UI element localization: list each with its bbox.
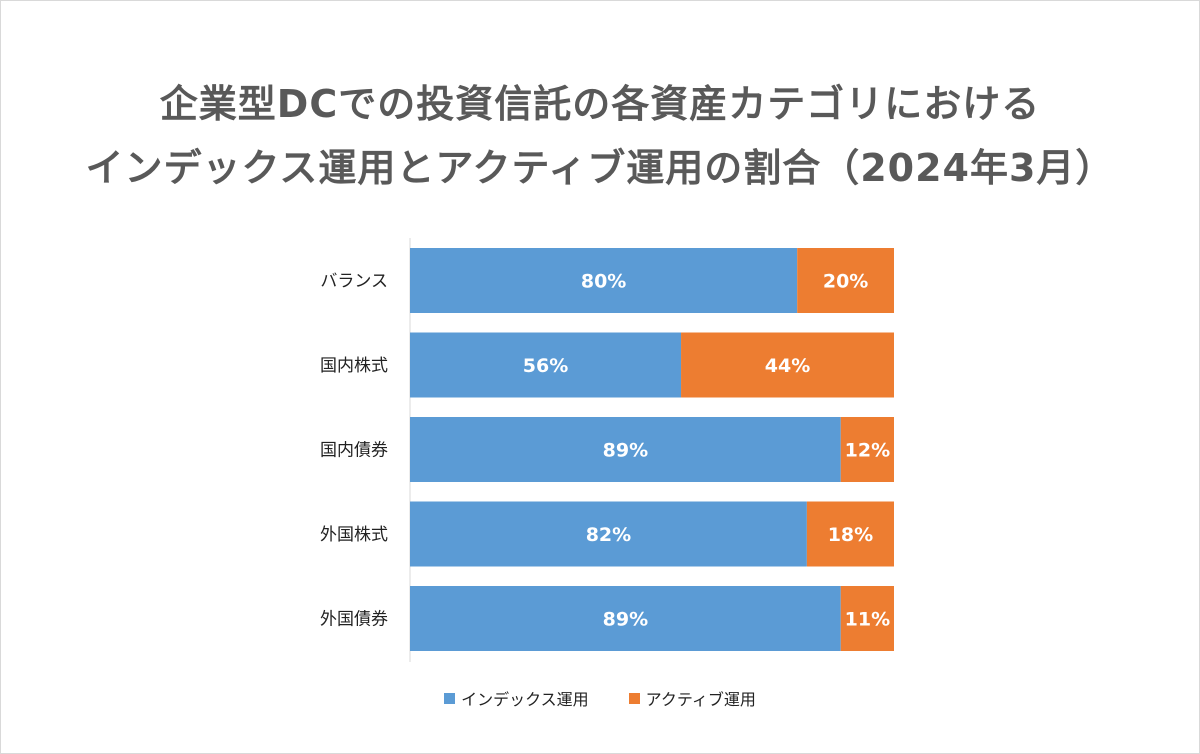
bar-segment-active xyxy=(806,501,894,567)
bar-segment-index xyxy=(410,586,841,651)
data-label: 89% xyxy=(603,609,648,631)
legend-label-active: アクティブ運用 xyxy=(645,690,756,709)
data-label: 80% xyxy=(581,271,626,293)
bar-segment-index xyxy=(410,248,798,313)
data-label: 56% xyxy=(523,355,568,377)
bar-segment-active xyxy=(840,417,894,482)
legend-item-active: アクティブ運用 xyxy=(628,686,756,710)
data-label: 89% xyxy=(603,440,648,462)
data-label: 11% xyxy=(845,609,890,631)
bar-segment-index xyxy=(410,332,682,398)
title-line-1: 企業型DCでの投資信託の各資産カテゴリにおける xyxy=(159,82,1041,126)
title-line-2: インデックス運用とアクティブ運用の割合（2024年3月） xyxy=(85,146,1115,190)
data-label: 82% xyxy=(586,524,631,546)
legend-item-index: インデックス運用 xyxy=(444,686,589,710)
category-label: 外国債券 xyxy=(320,610,388,630)
data-label: 44% xyxy=(765,355,810,377)
bar-segment-active xyxy=(681,332,894,398)
legend: インデックス運用 アクティブ運用 xyxy=(0,686,1200,710)
bar-segment-active xyxy=(840,586,894,651)
category-label: 国内債券 xyxy=(320,441,388,461)
bar-segment-active xyxy=(797,248,894,313)
bar-segment-index xyxy=(410,501,807,567)
data-label: 12% xyxy=(845,440,890,462)
bar-segment-index xyxy=(410,417,841,482)
legend-label-index: インデックス運用 xyxy=(461,690,589,709)
category-label: 国内株式 xyxy=(320,356,388,376)
data-label: 18% xyxy=(828,524,873,546)
category-label: バランス xyxy=(320,272,388,292)
chart-title: 企業型DCでの投資信託の各資産カテゴリにおける インデックス運用とアクティブ運用… xyxy=(0,72,1200,200)
legend-swatch-active xyxy=(628,692,640,704)
category-label: 外国株式 xyxy=(320,525,388,545)
legend-swatch-index xyxy=(444,692,456,704)
data-label: 20% xyxy=(823,271,868,293)
